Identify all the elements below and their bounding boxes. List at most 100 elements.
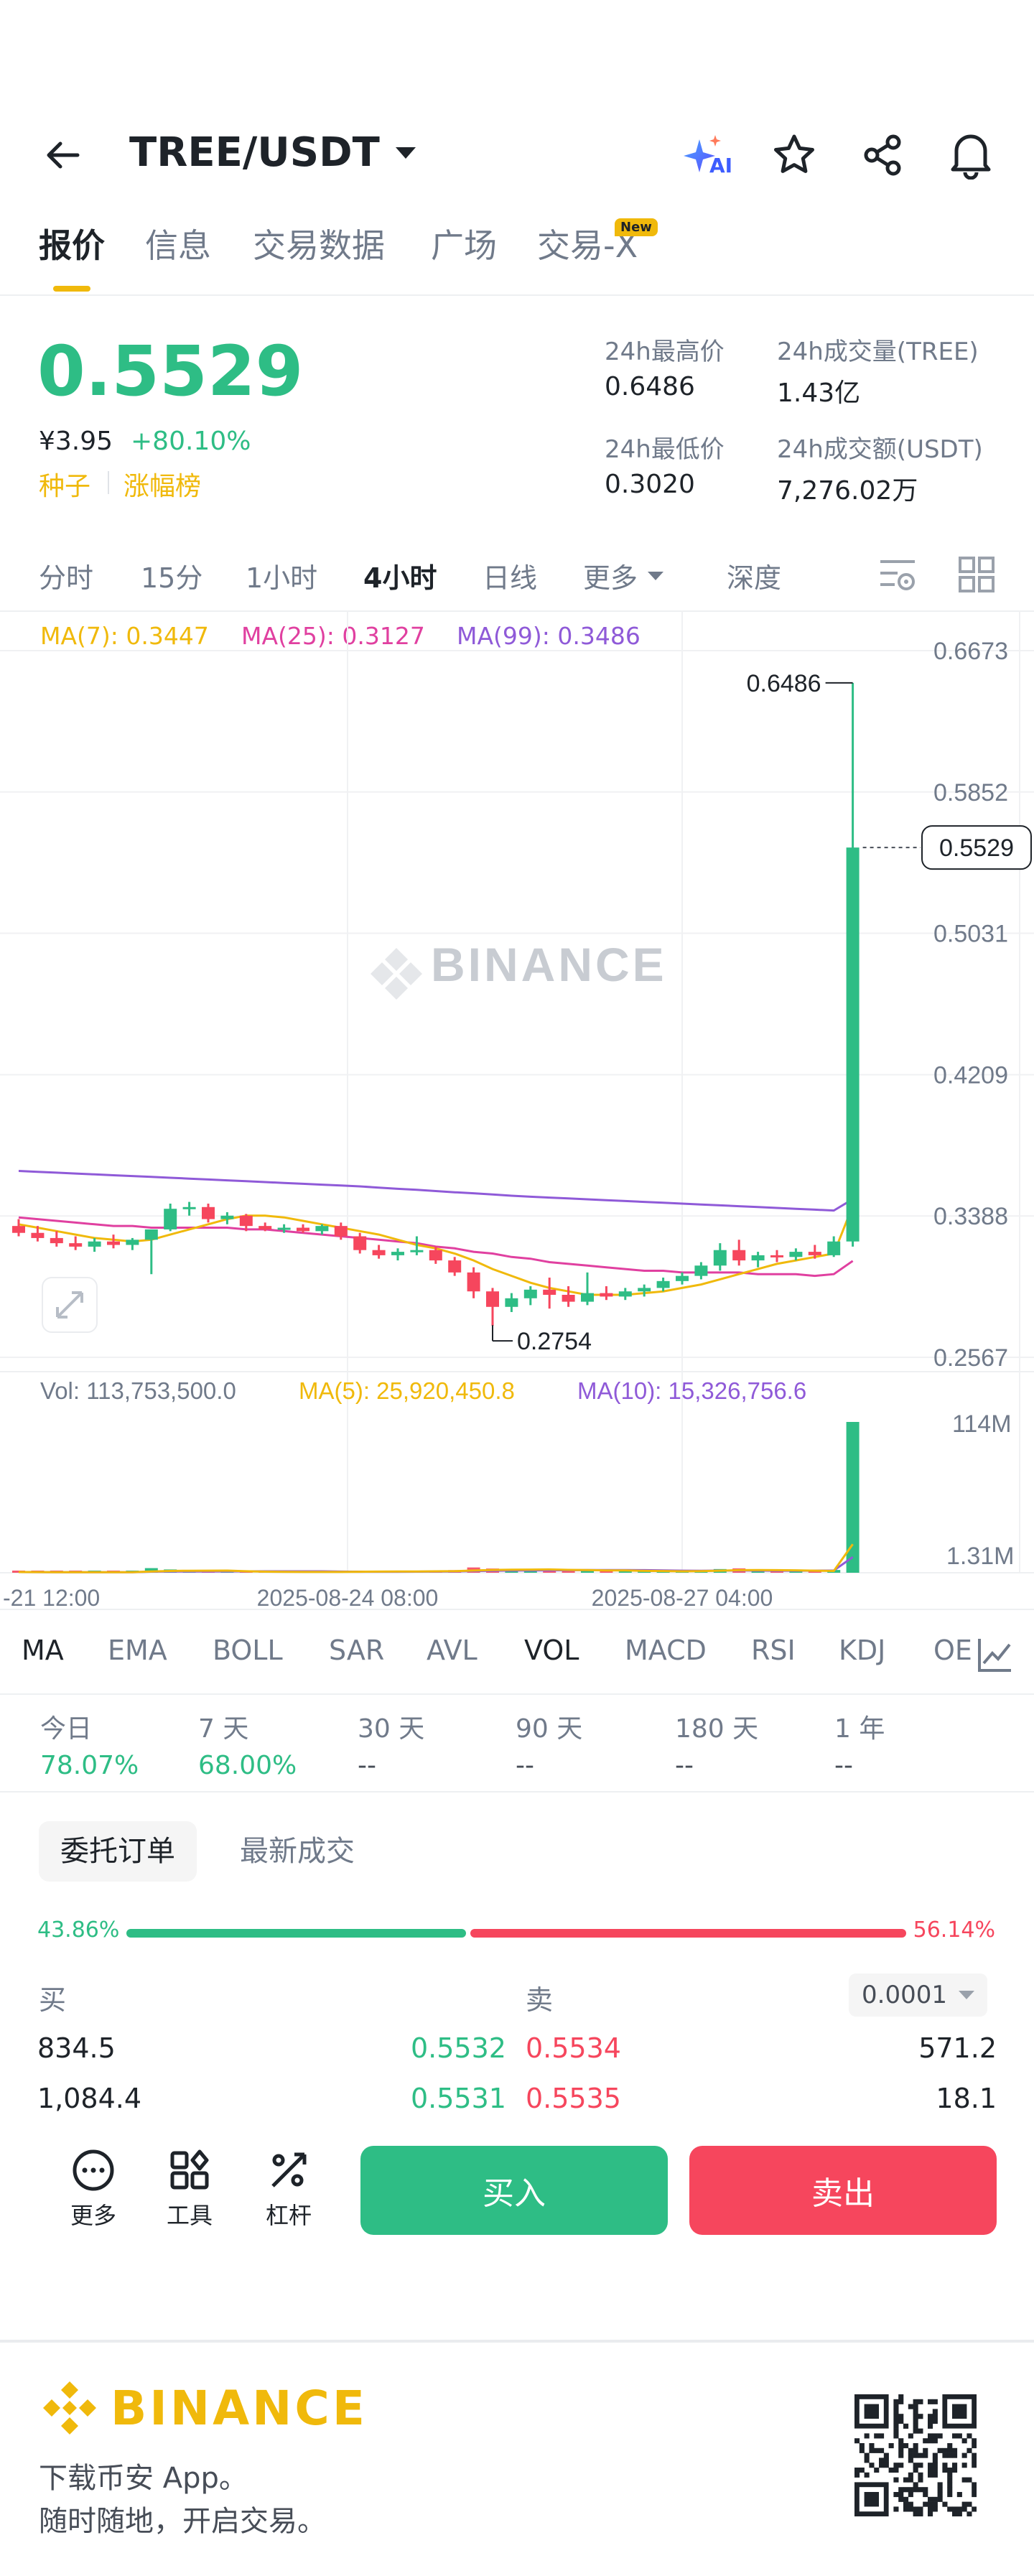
pair-title[interactable]: TREE/USDT — [129, 126, 416, 180]
tab-latest-trades[interactable]: 最新成交 — [240, 1835, 355, 1868]
qr-module — [908, 2492, 913, 2498]
qr-module — [932, 2496, 938, 2502]
tab-trading-data[interactable]: 交易数据 — [253, 226, 385, 265]
interval-1h[interactable]: 1小时 — [246, 562, 318, 594]
tag-rank[interactable]: 涨幅榜 — [124, 472, 202, 501]
ma25-line — [18, 1216, 854, 1278]
leverage-button[interactable]: 杠杆 — [253, 2147, 325, 2233]
tag-seed[interactable]: 种子 — [39, 472, 91, 501]
qr-module — [967, 2477, 972, 2483]
qr-module — [961, 2501, 967, 2507]
qr-module — [918, 2472, 923, 2478]
indicator-tab-sar[interactable]: SAR — [329, 1635, 385, 1666]
expand-chart-button[interactable] — [42, 1277, 98, 1333]
candle-body — [505, 1298, 518, 1307]
indicator-tab-kdj[interactable]: KDJ — [839, 1635, 886, 1666]
ratio-bar-buy — [126, 1929, 467, 1938]
qr-module — [874, 2447, 880, 2453]
last-price-tag: 0.5529 — [939, 834, 1014, 862]
candlestick-chart[interactable]: 0.6673 0.5852 0.5031 0.4209 0.3388 0.2567 BINA… — [0, 610, 1034, 1616]
qr-module — [928, 2501, 933, 2507]
ai-sparkle-icon[interactable]: AI — [684, 132, 734, 180]
qr-module — [942, 2452, 948, 2458]
qr-module — [893, 2506, 899, 2512]
ask-price[interactable]: 0.5535 — [526, 2083, 621, 2114]
performance-value: -- — [358, 1751, 376, 1780]
interval-time[interactable]: 分时 — [39, 562, 94, 594]
buy-button[interactable]: 买入 — [360, 2146, 668, 2235]
qr-module — [967, 2447, 972, 2453]
bid-price[interactable]: 0.5532 — [411, 2032, 506, 2064]
candle-body — [732, 1250, 746, 1261]
qr-module — [908, 2404, 913, 2409]
tab-info[interactable]: 信息 — [145, 226, 211, 265]
last-price: 0.5529 — [37, 331, 304, 411]
indicator-tab-boll[interactable]: BOLL — [213, 1635, 283, 1666]
indicator-tab-vol[interactable]: VOL — [524, 1635, 579, 1666]
qr-module — [913, 2409, 918, 2414]
performance-cell: 90 天 -- — [516, 1708, 582, 1780]
vol-ma5-line — [18, 1543, 854, 1573]
indicator-tab-macd[interactable]: MACD — [625, 1635, 707, 1666]
qr-module — [883, 2458, 889, 2463]
tab-order-book[interactable]: 委托订单 — [39, 1821, 197, 1882]
performance-value: 68.00% — [198, 1751, 297, 1780]
candle-body — [713, 1250, 727, 1266]
tab-quote[interactable]: 报价 — [39, 226, 105, 265]
candle-body — [334, 1226, 348, 1237]
vol-axis-label: 114M — [952, 1410, 1012, 1438]
candle-body — [220, 1215, 234, 1219]
qr-module — [932, 2409, 938, 2414]
qr-module — [928, 2506, 933, 2512]
qr-module — [942, 2501, 948, 2507]
interval-1d[interactable]: 日线 — [483, 562, 538, 594]
qr-module — [893, 2399, 899, 2404]
tools-button[interactable]: 工具 — [154, 2147, 225, 2233]
ratio-bar-sell — [470, 1929, 906, 1938]
candle-body — [656, 1280, 670, 1288]
qr-module — [932, 2452, 938, 2458]
qr-module — [928, 2433, 933, 2439]
qr-module — [913, 2447, 918, 2453]
qr-module — [928, 2414, 933, 2419]
qr-module — [947, 2472, 953, 2478]
low-label: 24h最低价 — [605, 435, 725, 464]
interval-depth[interactable]: 深度 — [727, 562, 782, 594]
performance-value: -- — [834, 1751, 853, 1780]
interval-4h[interactable]: 4小时 — [363, 562, 437, 594]
indicator-tab-ema[interactable]: EMA — [108, 1635, 167, 1666]
candle-body — [581, 1293, 594, 1302]
time-axis-label: -21 12:00 — [3, 1585, 100, 1611]
binance-diamond-icon — [43, 2381, 96, 2435]
indicator-tab-avl[interactable]: AVL — [427, 1635, 478, 1666]
candle-body — [164, 1209, 177, 1229]
sell-button[interactable]: 卖出 — [689, 2146, 997, 2235]
qr-module — [874, 2433, 880, 2439]
bell-icon[interactable] — [948, 129, 994, 180]
back-arrow-icon[interactable] — [42, 134, 85, 177]
interval-15m[interactable]: 15分 — [141, 562, 203, 594]
bid-qty: 834.5 — [37, 2032, 116, 2064]
interval-more[interactable]: 更多 — [583, 556, 664, 595]
more-button[interactable]: 更多 — [57, 2147, 129, 2233]
precision-select[interactable]: 0.0001 — [849, 1973, 987, 2017]
grid-layout-icon[interactable] — [958, 556, 995, 593]
candle-body — [69, 1243, 83, 1247]
bid-price[interactable]: 0.5531 — [411, 2083, 506, 2114]
chart-settings-icon[interactable] — [877, 556, 918, 593]
qr-module — [913, 2419, 918, 2424]
qr-code[interactable] — [854, 2394, 977, 2517]
performance-label: 30 天 — [358, 1714, 425, 1744]
tabs-divider — [0, 294, 1034, 296]
indicator-chart-icon[interactable] — [975, 1635, 1015, 1675]
candle-body — [789, 1252, 803, 1257]
indicator-tab-rsi[interactable]: RSI — [751, 1635, 796, 1666]
indicator-tab-oe[interactable]: OE — [933, 1635, 972, 1666]
qr-module — [908, 2458, 913, 2463]
tab-square[interactable]: 广场 — [431, 226, 497, 265]
ask-price[interactable]: 0.5534 — [526, 2032, 621, 2064]
indicator-tab-ma[interactable]: MA — [22, 1635, 64, 1666]
star-icon[interactable] — [771, 132, 817, 178]
share-icon[interactable] — [860, 132, 906, 178]
candle-body — [12, 1226, 25, 1233]
